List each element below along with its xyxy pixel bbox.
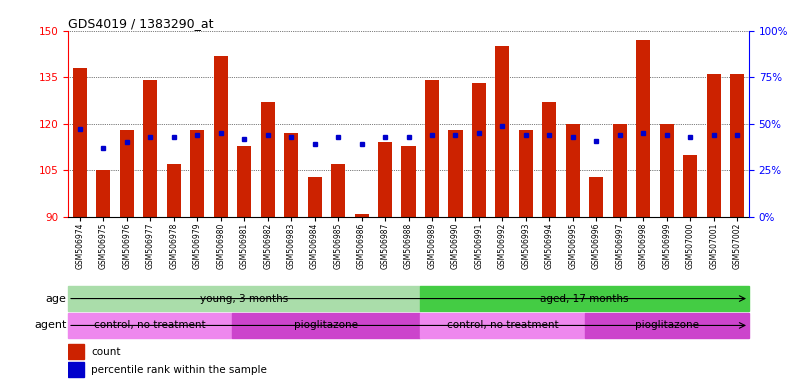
Text: GDS4019 / 1383290_at: GDS4019 / 1383290_at: [68, 17, 214, 30]
Bar: [68, 362, 84, 377]
Text: pioglitazone: pioglitazone: [294, 320, 358, 331]
Bar: [73, 68, 87, 217]
Bar: [190, 130, 204, 217]
Bar: [421, 313, 585, 338]
Bar: [214, 56, 227, 217]
Bar: [167, 164, 181, 217]
Bar: [260, 102, 275, 217]
Bar: [731, 74, 744, 217]
Bar: [68, 344, 84, 359]
Bar: [68, 313, 232, 338]
Bar: [566, 124, 580, 217]
Bar: [590, 177, 603, 217]
Bar: [585, 313, 749, 338]
Bar: [636, 40, 650, 217]
Bar: [68, 286, 421, 311]
Text: age: age: [46, 293, 66, 304]
Bar: [542, 102, 557, 217]
Bar: [495, 46, 509, 217]
Bar: [355, 214, 368, 217]
Bar: [119, 130, 134, 217]
Bar: [401, 146, 416, 217]
Bar: [237, 146, 252, 217]
Bar: [425, 80, 439, 217]
Bar: [683, 155, 698, 217]
Bar: [232, 313, 421, 338]
Bar: [660, 124, 674, 217]
Bar: [472, 83, 486, 217]
Bar: [308, 177, 322, 217]
Text: control, no treatment: control, no treatment: [447, 320, 558, 331]
Text: percentile rank within the sample: percentile rank within the sample: [91, 365, 267, 375]
Bar: [519, 130, 533, 217]
Text: agent: agent: [34, 320, 66, 331]
Bar: [706, 74, 721, 217]
Bar: [284, 133, 298, 217]
Bar: [613, 124, 627, 217]
Bar: [143, 80, 157, 217]
Text: young, 3 months: young, 3 months: [200, 293, 288, 304]
Bar: [449, 130, 462, 217]
Bar: [96, 170, 111, 217]
Bar: [421, 286, 749, 311]
Bar: [331, 164, 345, 217]
Text: count: count: [91, 347, 121, 357]
Text: control, no treatment: control, no treatment: [95, 320, 206, 331]
Bar: [378, 142, 392, 217]
Text: pioglitazone: pioglitazone: [634, 320, 698, 331]
Text: aged, 17 months: aged, 17 months: [541, 293, 629, 304]
